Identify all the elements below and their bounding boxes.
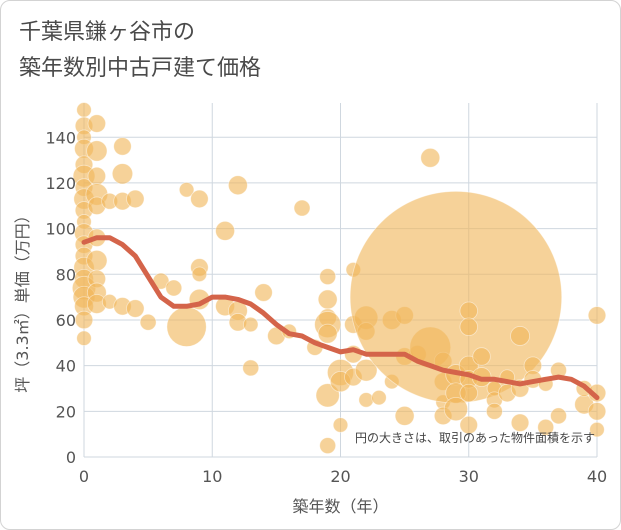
data-bubble bbox=[166, 306, 207, 347]
x-tick-label: 0 bbox=[79, 467, 89, 486]
data-bubble bbox=[510, 413, 530, 432]
data-bubble bbox=[293, 199, 311, 217]
bubble-size-note: 円の大きさは、取引のあった物件面積を示す bbox=[355, 430, 595, 445]
data-bubble bbox=[139, 313, 157, 331]
data-bubble bbox=[459, 301, 478, 321]
data-bubble bbox=[587, 402, 607, 421]
data-bubble bbox=[86, 249, 108, 272]
x-tick-label: 30 bbox=[459, 467, 479, 486]
data-bubble bbox=[394, 405, 415, 426]
y-tick-label: 120 bbox=[45, 174, 76, 193]
data-bubble bbox=[537, 418, 555, 436]
data-bubble bbox=[472, 347, 491, 366]
x-tick-label: 10 bbox=[202, 467, 222, 486]
data-bubble bbox=[165, 279, 183, 297]
data-bubble bbox=[550, 407, 567, 425]
data-bubble bbox=[371, 389, 387, 406]
data-bubble bbox=[87, 166, 107, 186]
chart-title-line-1: 千葉県鎌ヶ谷市の bbox=[19, 20, 196, 45]
data-bubble bbox=[420, 147, 441, 168]
data-bubble bbox=[319, 268, 337, 285]
data-bubble bbox=[459, 383, 478, 403]
data-bubble bbox=[74, 310, 94, 330]
data-bubble bbox=[227, 175, 248, 196]
data-bubble bbox=[589, 421, 605, 438]
chart-title-line-2: 築年数別中古戸建て価格 bbox=[19, 56, 262, 81]
data-bubble bbox=[191, 266, 208, 282]
x-axis-title: 築年数（年） bbox=[292, 497, 388, 516]
y-tick-label: 60 bbox=[56, 311, 76, 330]
data-bubble bbox=[587, 306, 607, 325]
data-bubble bbox=[242, 359, 260, 377]
data-bubble bbox=[126, 189, 145, 209]
chart-title: 千葉県鎌ヶ谷市の 築年数別中古戸建て価格 bbox=[19, 15, 261, 87]
y-tick-label: 20 bbox=[56, 402, 76, 421]
data-bubble bbox=[87, 114, 107, 133]
data-bubble bbox=[443, 396, 469, 422]
data-bubble bbox=[113, 137, 132, 156]
data-bubble bbox=[354, 358, 378, 382]
data-bubble bbox=[215, 220, 235, 241]
y-tick-label: 140 bbox=[45, 128, 76, 147]
data-bubble bbox=[190, 189, 209, 209]
data-bubble bbox=[243, 316, 259, 333]
data-bubble bbox=[178, 182, 195, 198]
data-bubble bbox=[319, 437, 337, 454]
data-bubble bbox=[485, 402, 503, 420]
trend-line bbox=[81, 235, 600, 401]
y-tick-label: 0 bbox=[66, 448, 76, 467]
data-bubble bbox=[76, 330, 92, 346]
data-bubble bbox=[332, 417, 349, 433]
y-tick-label: 100 bbox=[45, 220, 76, 239]
data-bubble bbox=[317, 323, 338, 344]
bubbles bbox=[71, 102, 607, 454]
data-bubble bbox=[126, 299, 145, 318]
data-bubble bbox=[317, 289, 338, 310]
y-tick-label: 40 bbox=[56, 357, 76, 376]
x-tick-label: 20 bbox=[330, 467, 350, 486]
data-bubble bbox=[86, 140, 108, 162]
data-bubble bbox=[459, 415, 478, 435]
y-tick-label: 80 bbox=[56, 265, 76, 284]
data-bubble bbox=[254, 283, 273, 302]
data-bubble bbox=[459, 317, 478, 337]
data-bubble bbox=[510, 326, 530, 346]
data-bubble bbox=[76, 102, 92, 118]
y-axis-title: 坪（3.3㎡）単価（万円） bbox=[13, 207, 32, 392]
data-bubble bbox=[111, 163, 134, 185]
data-bubble bbox=[358, 392, 374, 408]
tick-labels: 0 20 40 60 80 100 120 140 0 10 20 30 40 bbox=[45, 128, 607, 486]
x-tick-label: 40 bbox=[587, 467, 607, 486]
